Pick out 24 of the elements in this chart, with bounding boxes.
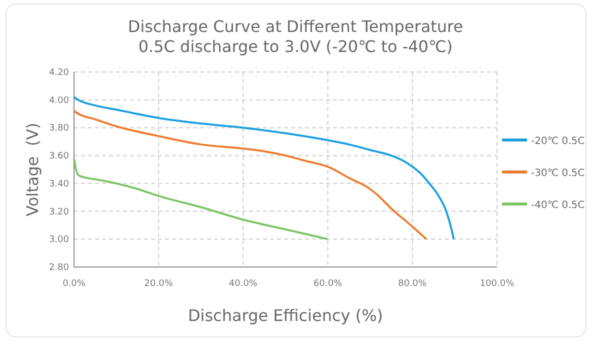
x-tick-label: 80.0%	[398, 279, 428, 289]
line-series	[73, 96, 455, 240]
x-tick-label: 40.0%	[228, 279, 258, 289]
y-tick-label: 3.20	[48, 207, 70, 218]
y-tick-label: 3.00	[48, 235, 70, 246]
y-axis-title: Voltage (V)	[23, 122, 42, 216]
x-tick-label: 0.0%	[62, 279, 86, 289]
x-tick-label: 20.0%	[144, 279, 174, 289]
y-tick-label: 4.00	[48, 96, 70, 106]
line-series	[73, 157, 329, 240]
y-tick-label: 3.60	[48, 152, 70, 162]
legend-label: -40℃ 0.5C	[531, 200, 585, 211]
y-tick-label: 4.20	[48, 68, 70, 78]
x-axis-title: Discharge Efficiency (%)	[188, 306, 384, 325]
chart-title: Discharge Curve at Different Temperature	[128, 17, 464, 36]
y-tick-label: 3.40	[48, 179, 70, 190]
line-series	[73, 110, 428, 240]
x-tick-label: 60.0%	[314, 279, 343, 289]
y-tick-label: 3.80	[48, 124, 70, 134]
y-tick-label: 2.80	[48, 263, 70, 273]
legend-label: -30℃ 0.5C	[531, 168, 585, 179]
legend-label: -20℃ 0.5C	[531, 136, 585, 147]
x-tick-label: 100.0%	[480, 279, 515, 289]
chart-subtitle: 0.5C discharge to 3.0V (-20℃ to -40℃)	[138, 37, 453, 56]
